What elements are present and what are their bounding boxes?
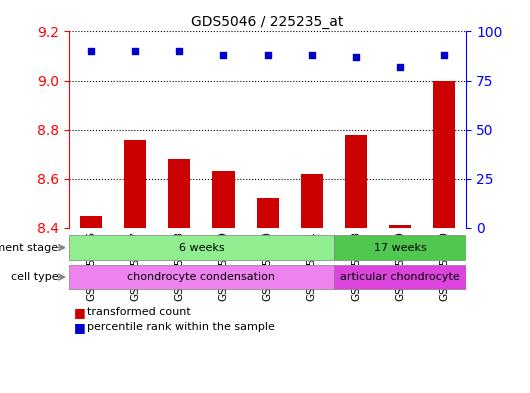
Text: percentile rank within the sample: percentile rank within the sample [87, 322, 275, 332]
Bar [389, 226, 411, 228]
Point [219, 52, 228, 58]
FancyBboxPatch shape [334, 235, 466, 260]
Text: transformed count: transformed count [87, 307, 191, 318]
Bar [434, 81, 455, 228]
Point [396, 64, 404, 70]
FancyBboxPatch shape [69, 265, 334, 289]
Bar [168, 159, 190, 228]
Text: 17 weeks: 17 weeks [374, 242, 427, 253]
Title: GDS5046 / 225235_at: GDS5046 / 225235_at [191, 15, 344, 29]
FancyBboxPatch shape [334, 265, 466, 289]
Bar [301, 174, 323, 228]
Text: articular chondrocyte: articular chondrocyte [340, 272, 460, 282]
Bar [213, 171, 234, 228]
Text: chondrocyte condensation: chondrocyte condensation [127, 272, 276, 282]
Point [307, 52, 316, 58]
Point [131, 48, 139, 54]
Text: development stage: development stage [0, 242, 58, 253]
FancyBboxPatch shape [69, 235, 334, 260]
Point [263, 52, 272, 58]
Text: ■: ■ [74, 306, 86, 319]
Text: ■: ■ [74, 321, 86, 334]
Bar [345, 135, 367, 228]
Text: 6 weeks: 6 weeks [179, 242, 224, 253]
Text: cell type: cell type [11, 272, 58, 282]
Bar [80, 216, 102, 228]
Bar [124, 140, 146, 228]
Point [87, 48, 95, 54]
Point [352, 54, 360, 60]
Point [175, 48, 183, 54]
Point [440, 52, 448, 58]
Bar [257, 198, 279, 228]
